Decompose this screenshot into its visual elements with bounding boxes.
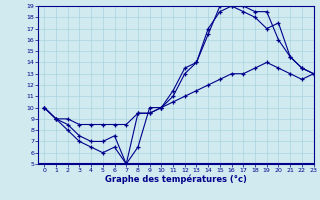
- X-axis label: Graphe des températures (°c): Graphe des températures (°c): [105, 175, 247, 184]
